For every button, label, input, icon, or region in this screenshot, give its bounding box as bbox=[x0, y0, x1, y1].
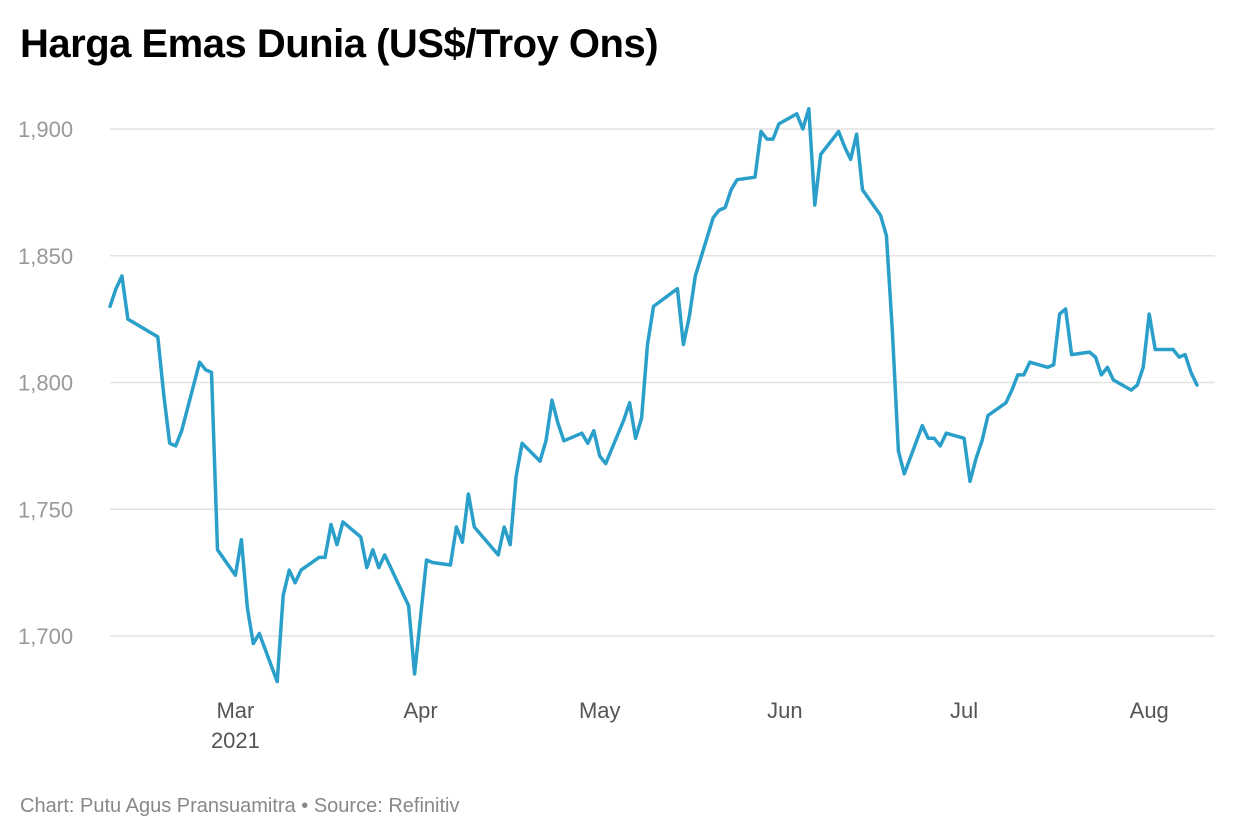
x-tick-label: Jun bbox=[767, 698, 802, 723]
x-tick-label: Apr bbox=[403, 698, 437, 723]
chart-source: Source: Refinitiv bbox=[313, 795, 460, 817]
grid-lines bbox=[110, 128, 1215, 637]
x-tick-label: May bbox=[579, 698, 621, 723]
y-tick-label: 1,700 bbox=[18, 624, 73, 649]
y-axis: 1,700 1,750 1,800 1,850 1,900 bbox=[18, 117, 73, 649]
y-tick-label: 1,750 bbox=[18, 497, 73, 522]
line-chart: 1,700 1,750 1,800 1,850 1,900 Mar 2021 Apr May J… bbox=[18, 106, 1215, 753]
x-tick-label: Mar bbox=[216, 698, 254, 723]
series-layer bbox=[108, 106, 1199, 684]
chart-footer: Chart: Putu Agus Pransuamitra • Source: … bbox=[20, 795, 459, 818]
footer-separator: • bbox=[301, 795, 309, 817]
x-tick-sublabel: 2021 bbox=[211, 728, 260, 753]
chart-title: Harga Emas Dunia (US$/Troy Ons) bbox=[20, 22, 659, 66]
x-tick-label: Jul bbox=[950, 698, 978, 723]
y-tick-label: 1,850 bbox=[18, 244, 73, 269]
chart-credit: Chart: Putu Agus Pransuamitra bbox=[20, 795, 296, 817]
series-line bbox=[108, 106, 1199, 684]
y-tick-label: 1,900 bbox=[18, 117, 73, 142]
y-tick-label: 1,800 bbox=[18, 371, 73, 396]
x-axis: Mar 2021 Apr May Jun Jul Aug bbox=[211, 698, 1169, 753]
x-tick-label: Aug bbox=[1130, 698, 1169, 723]
